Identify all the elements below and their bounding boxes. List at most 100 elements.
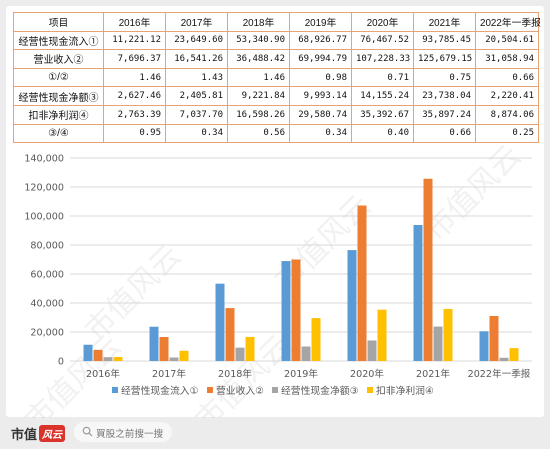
bar xyxy=(433,326,443,361)
table-cell: 93,785.45 xyxy=(413,30,476,51)
bar xyxy=(93,349,103,361)
x-tick-label: 2016年 xyxy=(86,368,120,380)
bar xyxy=(301,346,311,361)
logo-badge: 风云 xyxy=(39,425,66,442)
table-cell: 23,649.60 xyxy=(165,30,228,51)
table-cell: 0.98 xyxy=(289,67,352,88)
table-cell: 35,897.24 xyxy=(413,104,476,125)
bar xyxy=(367,340,377,361)
table-cell: 0.25 xyxy=(475,123,539,144)
bar xyxy=(245,336,255,361)
bar xyxy=(159,337,169,361)
table-cell: 16,541.26 xyxy=(165,49,228,69)
x-tick-label: 2020年 xyxy=(350,368,384,380)
table-cell: 69,994.79 xyxy=(289,49,352,69)
legend-label: 经营性现金净额③ xyxy=(281,384,358,397)
row-label: 经营性现金净额③ xyxy=(13,86,104,106)
table-cell: 7,037.70 xyxy=(165,104,228,125)
table-header-cell: 2017年 xyxy=(165,12,228,32)
table-cell: 125,679.15 xyxy=(413,49,476,69)
logo-text: 市值 xyxy=(11,428,38,443)
table-cell: 1.43 xyxy=(165,67,228,88)
table-cell: 2,405.81 xyxy=(165,86,228,106)
table-cell: 11,221.12 xyxy=(103,30,166,51)
x-tick-label: 2019年 xyxy=(284,368,318,380)
search-box[interactable]: 買股之前搜一搜 xyxy=(74,422,172,442)
table-cell: 1.46 xyxy=(103,67,166,88)
table-header-cell: 2016年 xyxy=(103,12,166,32)
bar xyxy=(509,348,519,361)
table-cell: 23,738.04 xyxy=(413,86,476,106)
row-label: ③/④ xyxy=(13,123,104,144)
table-header-cell: 2018年 xyxy=(227,12,290,32)
table-cell: 53,340.90 xyxy=(227,30,290,51)
table-cell: 8,874.06 xyxy=(475,104,539,125)
bar xyxy=(103,357,113,361)
table-row: 营业收入② 7,696.37 16,541.26 36,488.42 69,994.79… xyxy=(13,49,539,69)
bar xyxy=(311,318,321,361)
legend-label: 营业收入② xyxy=(216,384,264,397)
bar xyxy=(443,308,453,361)
bar xyxy=(479,331,489,361)
table-cell: 1.46 xyxy=(227,67,290,88)
y-tick-label: 20,000 xyxy=(30,328,64,339)
table-header-cell: 2019年 xyxy=(289,12,352,32)
site-logo[interactable]: 市值 风云 xyxy=(11,424,66,443)
y-tick-label: 0 xyxy=(58,357,64,368)
table-header-cell: 2021年 xyxy=(413,12,476,32)
legend-label: 扣非净利润④ xyxy=(376,384,434,397)
table-row: 经营性现金净额③ 2,627.46 2,405.81 9,221.84 9,993.14… xyxy=(13,86,539,106)
table-cell: 107,228.33 xyxy=(351,49,414,69)
table-cell: 20,504.61 xyxy=(475,30,539,51)
table-row: 扣非净利润④ 2,763.39 7,037.70 16,598.26 29,580.74… xyxy=(13,104,539,125)
legend-swatch xyxy=(207,387,213,393)
table-cell: 68,926.77 xyxy=(289,30,352,51)
search-placeholder: 買股之前搜一搜 xyxy=(96,429,164,440)
y-tick-label: 60,000 xyxy=(30,270,64,281)
footer-bar: 市值 风云 買股之前搜一搜 xyxy=(0,418,550,449)
bar xyxy=(83,344,93,361)
financial-table: 项目 2016年 2017年 2018年 2019年 2020年 2021年 2022年一季报… xyxy=(13,12,541,144)
table-cell: 29,580.74 xyxy=(289,104,352,125)
bar xyxy=(357,205,367,361)
row-label: 营业收入② xyxy=(13,49,104,69)
bar xyxy=(423,178,433,361)
table-cell: 0.75 xyxy=(413,67,476,88)
watermark-text: 市值风云 xyxy=(418,140,528,248)
row-label: 扣非净利润④ xyxy=(13,104,104,125)
table-header-cell: 2022年一季报 xyxy=(475,12,541,32)
y-tick-label: 140,000 xyxy=(24,154,64,165)
table-cell: 35,392.67 xyxy=(351,104,414,125)
bar xyxy=(413,225,423,361)
y-tick-label: 120,000 xyxy=(24,183,64,194)
table-cell: 14,155.24 xyxy=(351,86,414,106)
table-cell: 0.66 xyxy=(413,123,476,144)
bar xyxy=(149,326,159,361)
table-header-cell: 2020年 xyxy=(351,12,414,32)
bar xyxy=(113,356,123,361)
bar xyxy=(215,283,225,361)
y-tick-label: 80,000 xyxy=(30,241,64,252)
table-cell: 9,993.14 xyxy=(289,86,352,106)
table-cell: 0.71 xyxy=(351,67,414,88)
legend-swatch xyxy=(272,387,278,393)
table-cell: 76,467.52 xyxy=(351,30,414,51)
bar xyxy=(377,309,387,361)
table-cell: 2,220.41 xyxy=(475,86,539,106)
table-cell: 2,763.39 xyxy=(103,104,166,125)
table-cell: 0.66 xyxy=(475,67,539,88)
x-tick-label: 2017年 xyxy=(152,368,186,380)
y-tick-label: 100,000 xyxy=(24,212,64,223)
table-cell: 9,221.84 xyxy=(227,86,290,106)
table-header-cell: 项目 xyxy=(13,12,104,32)
search-icon xyxy=(82,426,93,437)
table-row: 经营性现金流入① 11,221.12 23,649.60 53,340.90 68,92… xyxy=(13,30,539,51)
bar xyxy=(291,259,301,361)
x-tick-label: 2022年一季报 xyxy=(468,368,531,380)
bar-chart: 市值风云 市值风云 市值风云市值风云市值风云020,00040,00060,0008… xyxy=(18,140,532,418)
table-cell: 16,598.26 xyxy=(227,104,290,125)
bar xyxy=(281,261,291,361)
table-row: ③/④ 0.95 0.34 0.56 0.34 0.40 0.66 0.25 xyxy=(13,123,539,144)
legend-label: 经营性现金流入① xyxy=(121,384,198,397)
table-cell: 36,488.42 xyxy=(227,49,290,69)
